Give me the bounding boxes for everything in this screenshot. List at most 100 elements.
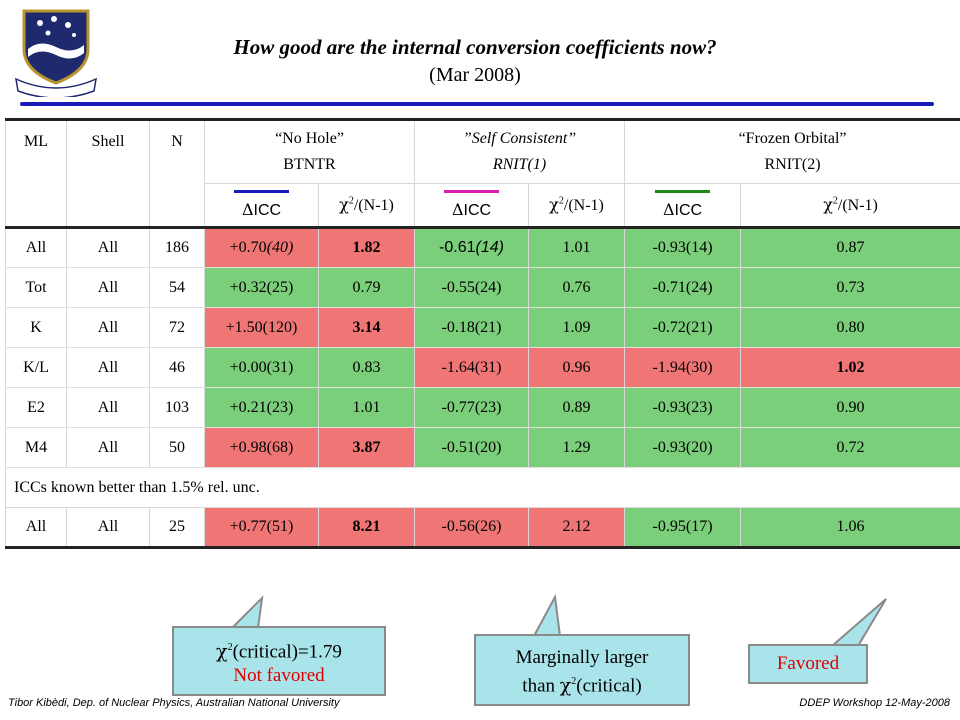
callout-not-favored-label: Not favored xyxy=(233,665,325,687)
cell-delta-icc-1: +1.50(120) xyxy=(204,307,319,348)
table-row: K/L All 46 +0.00(31) 0.83 -1.64(31) 0.96… xyxy=(5,347,960,388)
cell-n: 103 xyxy=(149,387,205,428)
cell-chi2-2: 0.89 xyxy=(528,387,626,428)
cell-delta-icc-2: -1.64(31) xyxy=(414,347,530,388)
page-title: How good are the internal conversion coe… xyxy=(233,35,717,59)
cell-delta-icc-2: -0.77(23) xyxy=(414,387,530,428)
table-row: All All 25 +0.77(51) 8.21 -0.56(26) 2.12… xyxy=(5,507,960,549)
cell-shell: All xyxy=(66,307,150,348)
page-subtitle: (Mar 2008) xyxy=(429,64,521,86)
cell-delta-icc-1: +0.21(23) xyxy=(204,387,319,428)
cell-chi2-3: 0.72 xyxy=(740,427,960,468)
cell-ml: Tot xyxy=(5,267,67,308)
cell-ml: M4 xyxy=(5,427,67,468)
cell-delta-icc-3: -0.71(24) xyxy=(624,267,742,308)
cell-chi2-2: 0.96 xyxy=(528,347,626,388)
col-group-frozen-orbital: “Frozen Orbital” RNIT(2) xyxy=(624,118,960,184)
cell-delta-icc-1: +0.32(25) xyxy=(204,267,319,308)
group-no-hole-method: BTNTR xyxy=(283,156,336,173)
col-header-chi2-3: χ2/(N-1) xyxy=(740,183,960,228)
cell-shell: All xyxy=(66,347,150,388)
cell-delta-icc-3: -0.93(20) xyxy=(624,427,742,468)
cell-shell: All xyxy=(66,267,150,308)
group-frozen-orbital-title: “Frozen Orbital” xyxy=(738,130,847,147)
callout-marginal-line2: than χ2(critical) xyxy=(522,674,642,697)
cell-shell: All xyxy=(66,427,150,468)
cell-chi2-3: 0.80 xyxy=(740,307,960,348)
cell-delta-icc-1: +0.98(68) xyxy=(204,427,319,468)
cell-chi2-2: 1.09 xyxy=(528,307,626,348)
cell-delta-icc-3: -1.94(30) xyxy=(624,347,742,388)
cell-delta-icc-2: -0.51(20) xyxy=(414,427,530,468)
table-row: M4 All 50 +0.98(68) 3.87 -0.51(20) 1.29 … xyxy=(5,427,960,468)
group-self-consistent-method: RNIT(1) xyxy=(492,156,547,173)
cell-shell: All xyxy=(66,387,150,428)
cell-ml: K xyxy=(5,307,67,348)
cell-chi2-1: 1.01 xyxy=(317,387,416,428)
cell-chi2-3: 1.06 xyxy=(740,507,960,549)
cell-delta-icc-3: -0.72(21) xyxy=(624,307,742,348)
cell-ml: E2 xyxy=(5,387,67,428)
series-bar-green xyxy=(654,190,711,193)
group-no-hole-title: “No Hole” xyxy=(275,130,344,147)
icc-comparison-table: ML Shell N “No Hole” BTNTR ”Self Consist… xyxy=(4,118,960,549)
table-note: ICCs known better than 1.5% rel. unc. xyxy=(4,467,960,508)
cell-delta-icc-3: -0.93(14) xyxy=(624,227,742,268)
cell-chi2-1: 0.83 xyxy=(317,347,416,388)
cell-delta-icc-1: +0.70(40) xyxy=(204,227,319,268)
cell-delta-icc-3: -0.95(17) xyxy=(624,507,742,549)
cell-chi2-2: 2.12 xyxy=(528,507,626,549)
cell-n: 72 xyxy=(149,307,205,348)
cell-ml: All xyxy=(5,227,67,268)
table-row: K All 72 +1.50(120) 3.14 -0.18(21) 1.09 … xyxy=(5,307,960,348)
series-bar-blue xyxy=(233,190,290,193)
col-header-n: N xyxy=(149,118,205,228)
footer-author: Tibor Kibèdi, Dep. of Nuclear Physics, A… xyxy=(8,697,340,709)
cell-n: 50 xyxy=(149,427,205,468)
cell-chi2-1: 3.87 xyxy=(317,427,416,468)
cell-delta-icc-2: -0.55(24) xyxy=(414,267,530,308)
cell-delta-icc-3: -0.93(23) xyxy=(624,387,742,428)
col-header-delta-icc-2: ΔICC xyxy=(414,183,530,228)
callout-not-favored: χ2(critical)=1.79 Not favored xyxy=(172,626,386,696)
cell-chi2-2: 0.76 xyxy=(528,267,626,308)
cell-chi2-3: 0.90 xyxy=(740,387,960,428)
callout-favored: Favored xyxy=(748,644,868,684)
cell-shell: All xyxy=(66,227,150,268)
group-frozen-orbital-method: RNIT(2) xyxy=(764,156,821,173)
table-note-row: ICCs known better than 1.5% rel. unc. xyxy=(4,467,960,508)
cell-chi2-1: 0.79 xyxy=(317,267,416,308)
cell-n: 46 xyxy=(149,347,205,388)
cell-chi2-2: 1.01 xyxy=(528,227,626,268)
cell-chi2-3: 0.73 xyxy=(740,267,960,308)
col-header-shell: Shell xyxy=(66,118,150,228)
cell-delta-icc-1: +0.77(51) xyxy=(204,507,319,549)
cell-delta-icc-2: -0.56(26) xyxy=(414,507,530,549)
cell-ml: All xyxy=(5,507,67,549)
title-divider xyxy=(20,102,934,106)
col-header-ml: ML xyxy=(5,118,67,228)
col-header-chi2-1: χ2/(N-1) xyxy=(317,183,416,228)
series-bar-magenta xyxy=(443,190,500,193)
callout-marginal-line1: Marginally larger xyxy=(515,647,649,668)
table-row: Tot All 54 +0.32(25) 0.79 -0.55(24) 0.76… xyxy=(5,267,960,308)
col-header-delta-icc-3: ΔICC xyxy=(624,183,742,228)
table-row: All All 186 +0.70(40) 1.82 -0.61(14) 1.0… xyxy=(5,227,960,268)
cell-delta-icc-2: -0.61(14) xyxy=(414,227,530,268)
cell-chi2-3: 1.02 xyxy=(740,347,960,388)
callout-critical-value: χ2(critical)=1.79 xyxy=(216,640,342,663)
cell-delta-icc-1: +0.00(31) xyxy=(204,347,319,388)
cell-chi2-1: 1.82 xyxy=(317,227,416,268)
group-self-consistent-title: ”Self Consistent” xyxy=(462,130,577,147)
cell-chi2-1: 3.14 xyxy=(317,307,416,348)
cell-shell: All xyxy=(66,507,150,549)
cell-chi2-3: 0.87 xyxy=(740,227,960,268)
university-crest-logo xyxy=(15,9,97,97)
col-header-chi2-2: χ2/(N-1) xyxy=(528,183,626,228)
col-header-delta-icc-1: ΔICC xyxy=(204,183,319,228)
cell-n: 54 xyxy=(149,267,205,308)
cell-chi2-1: 8.21 xyxy=(317,507,416,549)
cell-delta-icc-2: -0.18(21) xyxy=(414,307,530,348)
table-row: E2 All 103 +0.21(23) 1.01 -0.77(23) 0.89… xyxy=(5,387,960,428)
callout-marginally-larger: Marginally larger than χ2(critical) xyxy=(474,634,690,706)
